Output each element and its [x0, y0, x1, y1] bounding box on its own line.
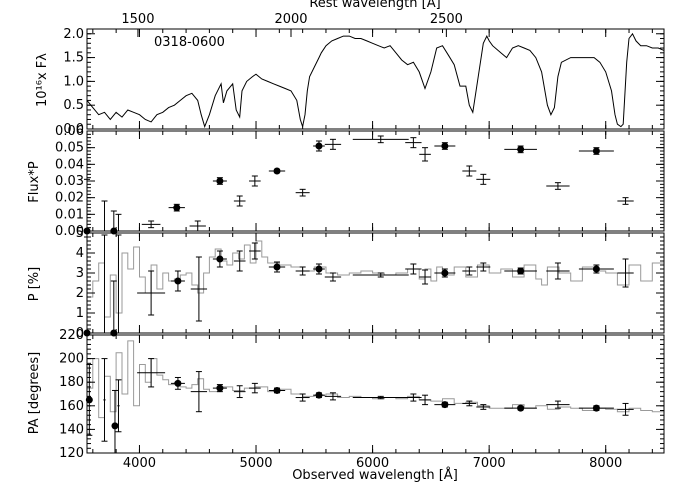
spectrum-line — [86, 32, 665, 129]
fluxp-panel: 0.000.010.020.030.040.050.06 — [55, 124, 665, 239]
x-tick-label-3: 7000 — [473, 456, 506, 471]
panel4-ylabel-group: PA [degrees] — [27, 352, 42, 435]
panel2-filled-point-7 — [517, 145, 525, 153]
panel2-ytick-label-4: 0.04 — [55, 157, 84, 172]
panel4-ylabel: PA [degrees] — [27, 352, 42, 435]
panel2-ytick-label-3: 0.03 — [55, 174, 84, 189]
panel4-filled-point-4 — [273, 386, 281, 394]
spectrum-frame — [86, 28, 665, 130]
pol-panel: 0 1 2 3 4 5 — [76, 226, 665, 341]
x-tick-label-2: 6000 — [356, 456, 389, 471]
pa-panel: 120 140 160 180 200 220 4000 5000 6000 7000 8000 — [59, 328, 665, 471]
fluxp-frame — [86, 130, 665, 232]
panel3-filled-point-4 — [273, 263, 281, 271]
panel3-ylabel: P [%] — [27, 267, 42, 301]
panel2-filled-point-6 — [441, 142, 449, 150]
panel4-filled-point-5 — [315, 391, 323, 399]
panel2-filled-point-8 — [592, 147, 600, 155]
panel2-ytick-label-5: 0.05 — [55, 141, 84, 156]
panel1-ylabel: 10¹⁶x Fλ — [35, 53, 50, 107]
panel3-ytick-label-1: 1 — [76, 306, 84, 321]
panel4-ytick-label-4: 200 — [59, 352, 84, 367]
panel2-ylabel: Flux*P — [27, 161, 42, 203]
panel2-ytick-label-2: 0.02 — [55, 191, 84, 206]
panel2-filled-point-5 — [315, 142, 323, 150]
x-tick-label-4: 8000 — [589, 456, 622, 471]
pol-step-line — [87, 240, 665, 318]
panel3-filled-point-7 — [517, 267, 525, 275]
x-tick-label-1: 5000 — [239, 456, 272, 471]
panel4-ytick-label-3: 180 — [59, 375, 84, 390]
panel1-ylabel-group: 10¹⁶x Fλ — [35, 53, 50, 107]
panel3-filled-point-8 — [592, 265, 600, 273]
panel3-filled-point-3 — [216, 255, 224, 263]
x-axis-title-group: Observed wavelength [Å] — [292, 467, 458, 483]
top-tick-label-0: 1500 — [121, 12, 154, 27]
panel1-ytick-label-2: 1.0 — [63, 74, 84, 89]
panel1-ytick-label-1: 0.5 — [63, 98, 84, 113]
x-tick-label-0: 4000 — [123, 456, 156, 471]
panel2-ylabel-group: Flux*P — [27, 161, 42, 203]
panel1-ytick-label-4: 2.0 — [63, 27, 84, 42]
top-axis-title: Rest wavelength [Å] — [309, 0, 440, 11]
panel2-filled-point-3 — [216, 177, 224, 185]
spectrum-panel: 0.0 0.5 1.0 1.5 2.0 1500 2000 2500 — [63, 12, 665, 137]
top-tick-label-1: 2000 — [274, 12, 307, 27]
panel3-filled-point-2 — [174, 277, 182, 285]
panel3-ytick-label-2: 2 — [76, 286, 84, 301]
panel3-filled-point-6 — [441, 269, 449, 277]
pol-frame — [86, 232, 665, 334]
panel4-ytick-label-1: 140 — [59, 422, 84, 437]
top-tick-label-2: 2500 — [430, 12, 463, 27]
panel1-ytick-label-0: 0.0 — [63, 122, 84, 137]
panel2-filled-point-4 — [273, 167, 281, 175]
x-axis-label: Observed wavelength [Å] — [292, 467, 458, 483]
panel2-ytick-label-0: 0.00 — [55, 224, 84, 239]
panel4-filled-point-7 — [517, 404, 525, 412]
panel3-ytick-label-5: 5 — [76, 226, 84, 241]
panel3-filled-point-5 — [315, 265, 323, 273]
panel4-filled-point-3 — [216, 384, 224, 392]
panel4-ytick-label-2: 160 — [59, 399, 84, 414]
panel4-ytick-label-0: 120 — [59, 446, 84, 461]
panel4-filled-point-1 — [111, 422, 119, 430]
panel4-filled-point-8 — [592, 404, 600, 412]
panel4-ytick-label-5: 220 — [59, 328, 84, 343]
object-label: 0318-0600 — [154, 35, 225, 50]
pa-step-line — [87, 340, 665, 419]
panel2-filled-point-2 — [173, 204, 181, 212]
panel3-ytick-label-3: 3 — [76, 266, 84, 281]
panel4-filled-point-6 — [441, 401, 449, 409]
panel4-filled-point-2 — [174, 379, 182, 387]
panel3-ytick-label-0: 0 — [76, 326, 84, 341]
panel3-ytick-label-4: 4 — [76, 246, 84, 261]
panel2-ytick-label-1: 0.01 — [55, 207, 84, 222]
panel1-ytick-label-3: 1.5 — [63, 51, 84, 66]
panel4-filled-point-0 — [85, 396, 93, 404]
pa-frame — [86, 334, 665, 454]
panel3-ylabel-group: P [%] — [27, 267, 42, 301]
panel2-ytick-label-6: 0.06 — [55, 124, 84, 139]
top-axis-label: Rest wavelength [Å] — [309, 0, 440, 11]
object-label-group: 0318-0600 — [154, 35, 225, 50]
